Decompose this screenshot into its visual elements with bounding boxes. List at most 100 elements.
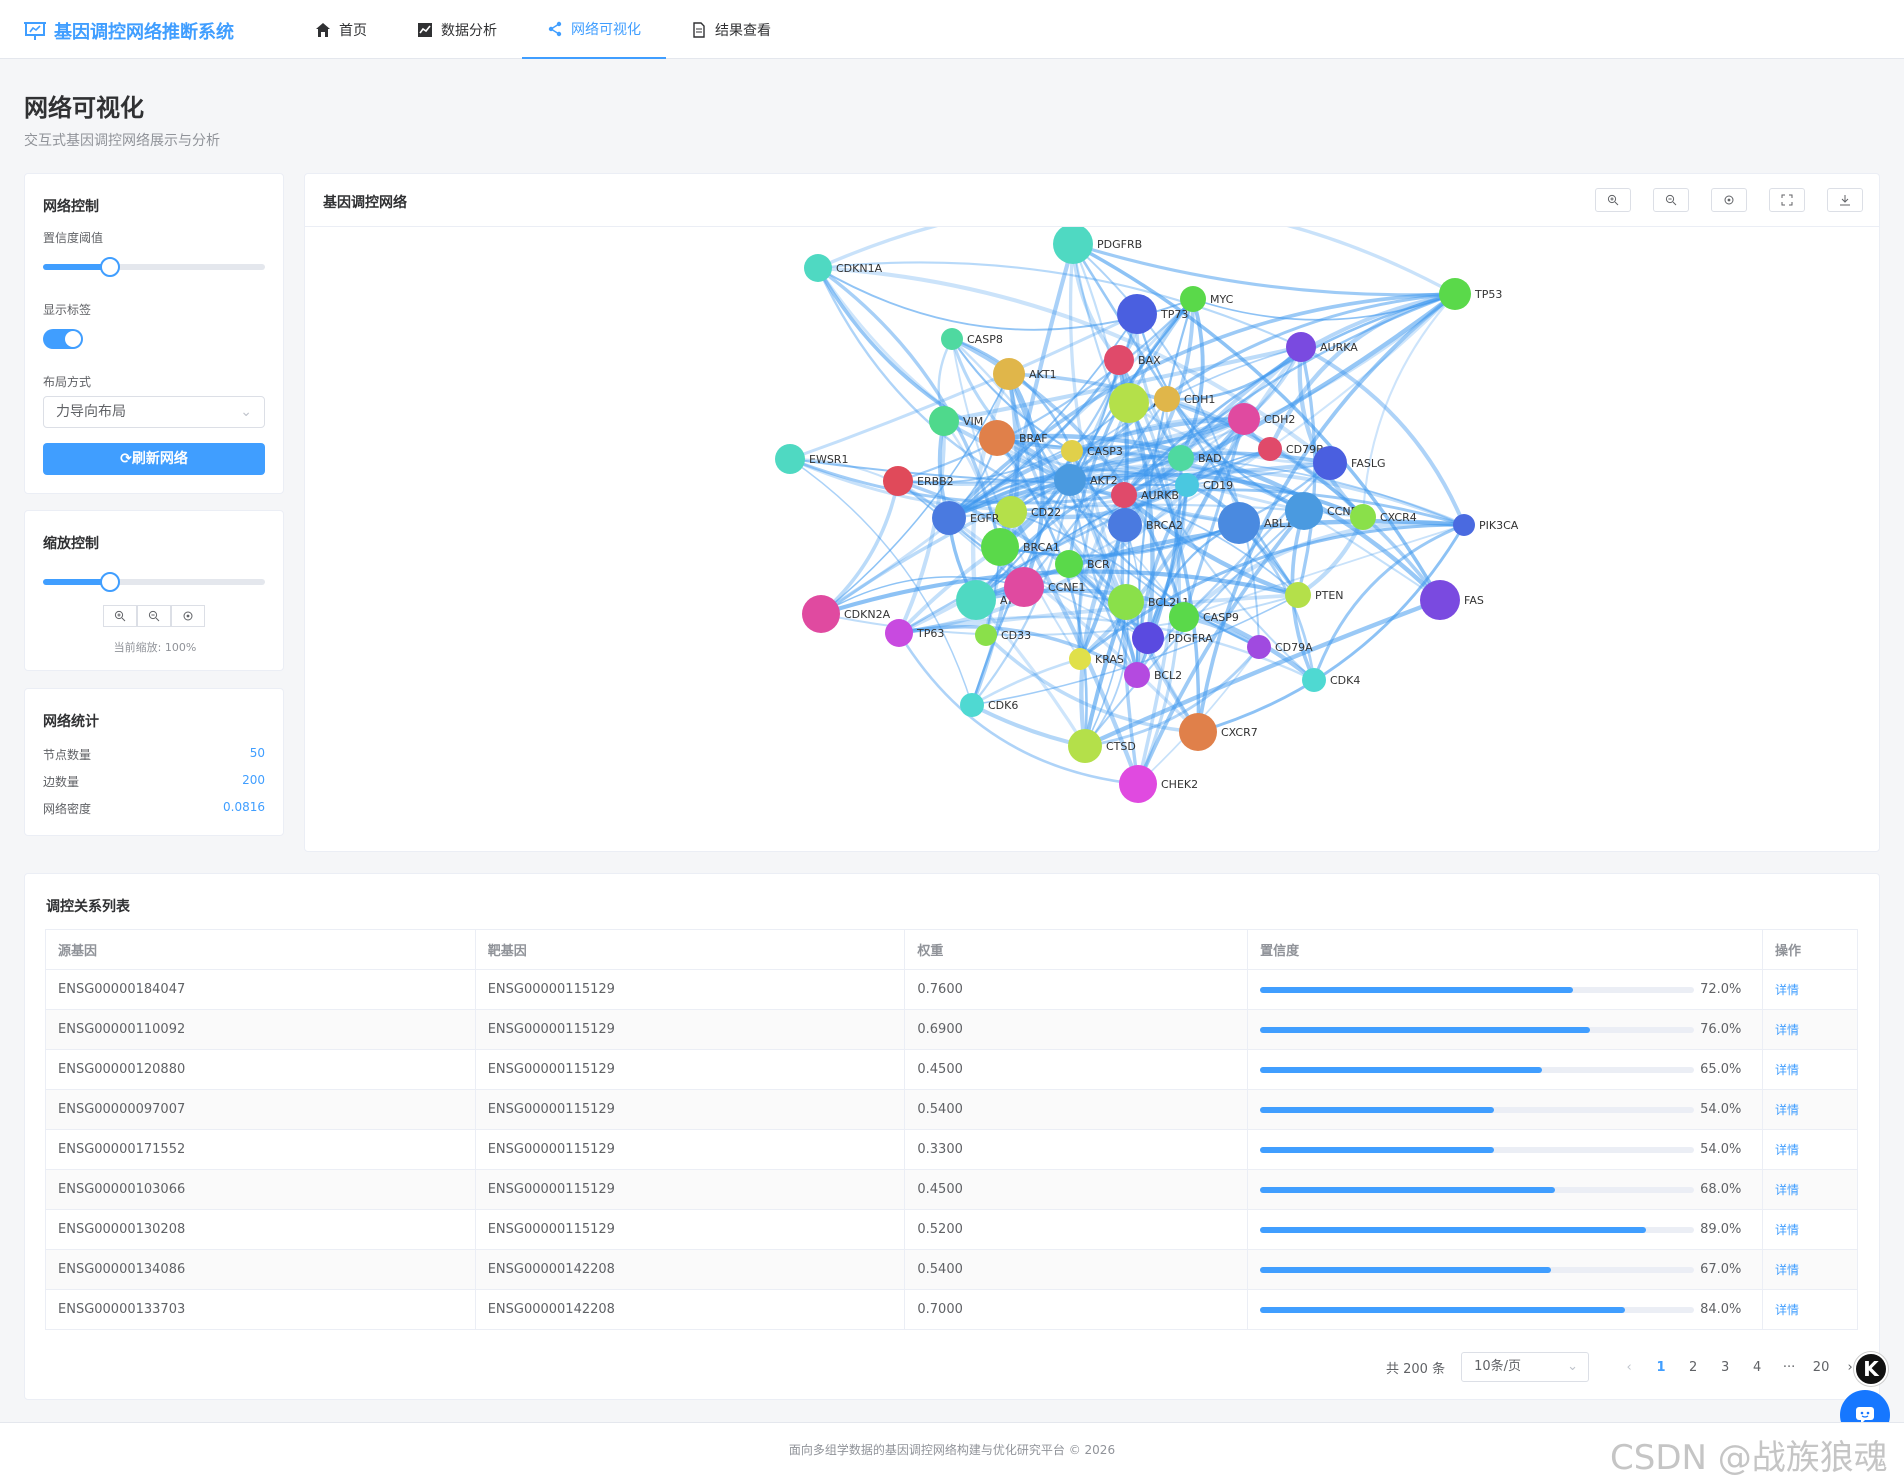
node-circle[interactable] <box>1108 584 1144 620</box>
layout-select[interactable]: 力导向布局 ⌄ <box>43 396 265 428</box>
network-node[interactable]: AKT2 <box>1054 464 1118 496</box>
page-number[interactable]: 3 <box>1720 1359 1730 1375</box>
network-node[interactable]: CCNE1 <box>1004 567 1086 607</box>
nav-results[interactable]: 结果查看 <box>666 0 796 59</box>
network-node[interactable]: CDK4 <box>1302 668 1360 692</box>
network-node[interactable]: PDGFRA <box>1132 622 1213 654</box>
node-circle[interactable] <box>883 466 913 496</box>
node-circle[interactable] <box>1132 622 1164 654</box>
zoom-in-button[interactable] <box>103 605 137 627</box>
next-page-icon[interactable]: › <box>1847 1359 1853 1375</box>
network-node[interactable]: AKT1 <box>993 358 1057 390</box>
node-circle[interactable] <box>1053 227 1093 264</box>
node-circle[interactable] <box>956 580 996 620</box>
node-circle[interactable] <box>1154 386 1180 412</box>
network-node[interactable]: AURKA <box>1286 332 1358 362</box>
page-number[interactable]: 4 <box>1752 1359 1762 1375</box>
node-circle[interactable] <box>885 619 913 647</box>
node-circle[interactable] <box>775 444 805 474</box>
network-node[interactable]: CD22 <box>995 496 1061 528</box>
network-node[interactable]: ABL1 <box>1218 502 1292 544</box>
zoom-reset-button[interactable] <box>171 605 205 627</box>
network-node[interactable]: CHEK2 <box>1119 765 1198 803</box>
network-node[interactable]: ERBB2 <box>883 466 954 496</box>
network-node[interactable]: BAD <box>1168 445 1222 471</box>
graph-zoom-in-button[interactable] <box>1595 188 1631 212</box>
network-node[interactable]: TP63 <box>885 619 944 647</box>
network-node[interactable]: BRCA1 <box>981 528 1060 566</box>
network-node[interactable]: CD33 <box>975 624 1031 646</box>
column-header-confidence[interactable]: 置信度 <box>1247 929 1764 970</box>
network-node[interactable]: BRCA2 <box>1108 508 1183 542</box>
detail-link[interactable]: 详情 <box>1775 1023 1800 1037</box>
network-node[interactable]: CDKN2A <box>802 595 891 633</box>
network-node[interactable]: CXCR4 <box>1350 504 1417 530</box>
zoom-out-button[interactable] <box>137 605 171 627</box>
zoom-slider[interactable] <box>43 572 265 592</box>
show-labels-toggle[interactable] <box>43 329 83 349</box>
detail-link[interactable]: 详情 <box>1775 1103 1800 1117</box>
node-circle[interactable] <box>1228 403 1260 435</box>
network-node[interactable]: PDGFRB <box>1053 227 1142 264</box>
network-node[interactable]: MYC <box>1180 286 1234 312</box>
page-size-select[interactable]: 10条/页 ⌄ <box>1461 1352 1590 1382</box>
node-circle[interactable] <box>929 406 959 436</box>
network-node[interactable]: CTSD <box>1068 729 1136 763</box>
network-node[interactable]: EGFR <box>932 501 1000 535</box>
nav-data-analysis[interactable]: 数据分析 <box>392 0 522 59</box>
network-node[interactable]: CDH1 <box>1154 386 1215 412</box>
node-circle[interactable] <box>1068 729 1102 763</box>
node-circle[interactable] <box>1285 492 1323 530</box>
zoom-slider-thumb[interactable] <box>99 572 120 592</box>
network-node[interactable]: PIK3CA <box>1453 514 1519 536</box>
node-circle[interactable] <box>1218 502 1260 544</box>
node-circle[interactable] <box>1054 464 1086 496</box>
network-node[interactable]: CD19 <box>1175 473 1233 497</box>
detail-link[interactable]: 详情 <box>1775 1183 1800 1197</box>
network-node[interactable]: BRAF <box>979 420 1048 456</box>
nav-network-viz[interactable]: 网络可视化 <box>522 0 666 59</box>
node-circle[interactable] <box>1104 345 1134 375</box>
network-node[interactable]: PTEN <box>1285 582 1344 608</box>
node-circle[interactable] <box>1439 278 1471 310</box>
node-circle[interactable] <box>1119 765 1157 803</box>
node-circle[interactable] <box>1286 332 1316 362</box>
node-circle[interactable] <box>1285 582 1311 608</box>
detail-link[interactable]: 详情 <box>1775 1063 1800 1077</box>
page-number[interactable]: 2 <box>1688 1359 1698 1375</box>
network-node[interactable]: CD79A <box>1247 635 1313 659</box>
network-node[interactable]: CDK6 <box>960 693 1018 717</box>
column-header-weight[interactable]: 权重 <box>904 929 1249 970</box>
node-circle[interactable] <box>993 358 1025 390</box>
node-circle[interactable] <box>995 496 1027 528</box>
network-node[interactable]: CD79B <box>1258 437 1324 461</box>
node-circle[interactable] <box>975 624 997 646</box>
node-circle[interactable] <box>1175 473 1199 497</box>
node-circle[interactable] <box>1004 567 1044 607</box>
node-circle[interactable] <box>1169 602 1199 632</box>
network-node[interactable]: KRAS <box>1069 648 1124 670</box>
network-node[interactable]: TP73 <box>1117 294 1188 334</box>
app-logo[interactable]: 基因调控网络推断系统 <box>24 18 234 44</box>
network-graph-canvas[interactable]: PDGFRB CDKN1A TP73 MYC TP53 CASP8 AURKA AKT1 BAX… <box>306 227 1876 851</box>
detail-link[interactable]: 详情 <box>1775 1303 1800 1317</box>
graph-center-button[interactable] <box>1711 188 1747 212</box>
page-number[interactable]: ··· <box>1782 1359 1796 1375</box>
node-circle[interactable] <box>979 420 1015 456</box>
network-node[interactable]: CASP9 <box>1169 602 1239 632</box>
k-floating-badge[interactable]: K <box>1854 1352 1888 1386</box>
node-circle[interactable] <box>1111 482 1137 508</box>
node-circle[interactable] <box>932 501 966 535</box>
network-node[interactable]: BCL2 <box>1124 662 1182 688</box>
node-circle[interactable] <box>1420 580 1460 620</box>
network-node[interactable]: CXCR7 <box>1179 713 1258 751</box>
graph-zoom-out-button[interactable] <box>1653 188 1689 212</box>
node-circle[interactable] <box>981 528 1019 566</box>
detail-link[interactable]: 详情 <box>1775 983 1800 997</box>
node-circle[interactable] <box>1258 437 1282 461</box>
column-header-source[interactable]: 源基因 <box>45 929 476 970</box>
threshold-slider-thumb[interactable] <box>99 257 120 277</box>
node-circle[interactable] <box>1124 662 1150 688</box>
network-node[interactable]: CASP8 <box>941 328 1003 350</box>
node-circle[interactable] <box>1109 383 1149 423</box>
